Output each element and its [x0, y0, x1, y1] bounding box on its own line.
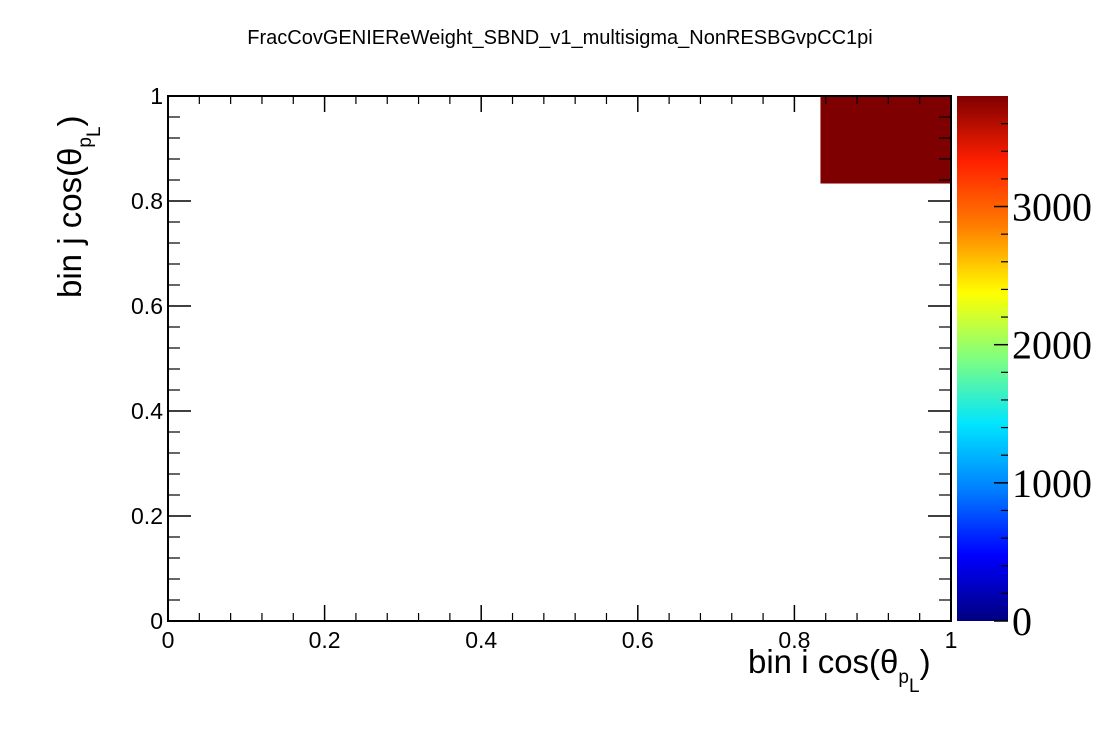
- y-axis-ticks: 0 0.2 0.4 0.6 0.8 1: [131, 83, 951, 634]
- x-axis-label: bin i cos(θpL): [748, 643, 931, 697]
- y-axis-label-sub2: L: [84, 126, 105, 137]
- y-tick-label: 0.4: [131, 398, 163, 424]
- y-axis-label-close: ): [51, 115, 88, 126]
- heatmap-cell: [820, 96, 951, 184]
- color-scale-bar: [957, 96, 1008, 621]
- x-axis-label-sub: p: [898, 667, 909, 688]
- z-tick-label: 1000: [1012, 461, 1092, 506]
- x-tick-label: 0.2: [309, 627, 341, 653]
- x-tick-label: 0.6: [622, 627, 654, 653]
- chart-title: FracCovGENIEReWeight_SBND_v1_multisigma_…: [247, 27, 872, 49]
- y-axis-label: bin j cos(θpL): [51, 115, 105, 298]
- x-axis-label-sub2: L: [909, 676, 920, 697]
- y-tick-label: 1: [150, 83, 163, 109]
- x-axis-ticks: 0 0.2 0.4 0.6 0.8 1: [162, 96, 958, 653]
- y-tick-label: 0: [150, 608, 163, 634]
- x-tick-label: 0: [162, 627, 175, 653]
- z-tick-label: 3000: [1012, 185, 1092, 230]
- heatmap-cells: [820, 96, 951, 184]
- plot-frame: [167, 95, 952, 622]
- color-scale-ticks: 0 1000 2000 3000: [994, 123, 1092, 644]
- y-axis-label-sub: p: [75, 137, 96, 148]
- x-axis-label-close: ): [920, 643, 931, 680]
- x-tick-label: 0.4: [465, 627, 497, 653]
- y-axis-label-main: bin j cos(θ: [51, 148, 88, 298]
- y-tick-label: 0.8: [131, 188, 163, 214]
- x-tick-label: 0.8: [778, 627, 810, 653]
- y-tick-label: 0.6: [131, 293, 163, 319]
- x-tick-label: 1: [945, 627, 958, 653]
- x-axis-label-main: bin i cos(θ: [748, 643, 898, 680]
- y-tick-label: 0.2: [131, 503, 163, 529]
- z-tick-label: 0: [1012, 599, 1032, 644]
- z-tick-label: 2000: [1012, 323, 1092, 368]
